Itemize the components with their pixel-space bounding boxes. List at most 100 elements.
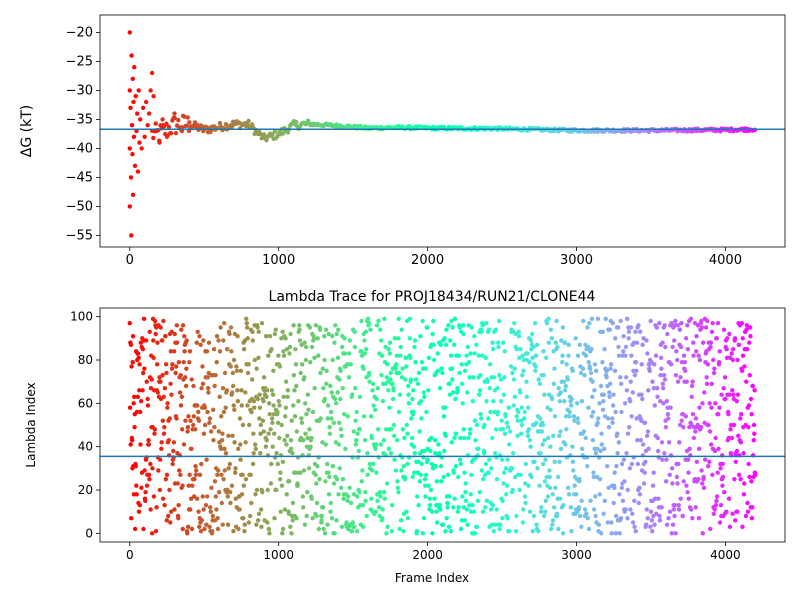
dg-point xyxy=(128,105,133,111)
lambda-point xyxy=(242,522,247,527)
lambda-point xyxy=(544,320,550,326)
lambda-point xyxy=(322,333,327,339)
lambda-point xyxy=(595,316,601,322)
lambda-point xyxy=(752,388,757,393)
lambda-point xyxy=(651,385,657,391)
lambda-point xyxy=(216,489,222,495)
lambda-point xyxy=(189,446,194,452)
lambda-point xyxy=(666,440,672,445)
lambda-point xyxy=(730,511,735,517)
lambda-point xyxy=(591,474,596,480)
lambda-point xyxy=(163,333,168,339)
lambda-point xyxy=(567,409,572,415)
lambda-point xyxy=(726,411,731,417)
lambda-point xyxy=(398,344,404,350)
lambda-point xyxy=(162,424,167,430)
lambda-point xyxy=(733,459,739,465)
lambda-point xyxy=(728,427,733,432)
lambda-point xyxy=(712,366,717,371)
lambda-point xyxy=(221,320,227,326)
dg-point xyxy=(173,130,179,136)
lambda-point xyxy=(444,515,449,521)
lambda-point xyxy=(603,316,608,322)
lambda-point xyxy=(324,381,329,387)
lambda-point xyxy=(491,375,497,380)
lambda-point xyxy=(196,418,202,423)
lambda-point xyxy=(526,405,531,410)
lambda-point xyxy=(653,353,659,358)
lambda-point xyxy=(296,398,301,404)
lambda-point xyxy=(428,448,433,454)
lambda-point xyxy=(457,457,463,462)
lambda-point xyxy=(461,331,466,337)
dg-panel: 0 1000 2000 3000 4000 −55−50−45−40−35−30−25−… xyxy=(19,14,786,268)
lambda-point xyxy=(446,524,452,530)
lambda-point xyxy=(164,518,169,523)
lambda-point xyxy=(533,353,539,358)
lambda-point xyxy=(398,353,403,358)
lambda-point xyxy=(162,385,168,391)
lambda-point xyxy=(553,340,558,345)
lambda-point xyxy=(340,476,346,482)
lambda-point xyxy=(371,403,376,408)
lambda-point xyxy=(491,398,496,404)
lambda-point xyxy=(677,422,683,428)
lambda-point xyxy=(403,364,409,369)
lambda-point xyxy=(586,405,591,410)
lambda-point xyxy=(511,403,516,408)
lambda-point xyxy=(247,422,252,428)
lambda-point xyxy=(623,344,629,350)
lambda-point xyxy=(609,531,614,536)
lambda-point xyxy=(164,370,169,376)
lambda-point xyxy=(520,353,525,358)
lambda-point xyxy=(272,431,277,436)
lambda-point xyxy=(678,496,683,501)
lambda-point xyxy=(395,437,400,443)
lambda-point xyxy=(517,355,522,361)
lambda-point xyxy=(350,520,356,525)
lambda-point xyxy=(495,385,500,391)
lambda-point xyxy=(199,385,204,391)
lambda-point xyxy=(514,414,519,419)
lambda-point xyxy=(565,377,571,382)
lambda-point xyxy=(498,522,503,527)
dg-point xyxy=(140,105,146,111)
lambda-point xyxy=(422,394,427,400)
lambda-point xyxy=(185,429,190,434)
lambda-point xyxy=(211,346,217,352)
y-tick-label: 60 xyxy=(78,396,93,410)
lambda-point xyxy=(593,450,599,456)
lambda-point xyxy=(622,401,628,406)
lambda-point xyxy=(168,509,174,514)
lambda-point xyxy=(740,336,745,341)
lambda-point xyxy=(744,346,750,352)
lambda-point xyxy=(332,531,337,536)
lambda-point xyxy=(484,320,489,326)
lambda-point xyxy=(722,375,728,380)
lambda-point xyxy=(613,513,619,519)
lambda-point xyxy=(561,502,566,508)
lambda-point xyxy=(619,409,624,415)
lambda-point xyxy=(176,502,181,508)
lambda-point xyxy=(607,327,613,332)
lambda-point xyxy=(222,468,227,473)
lambda-point xyxy=(578,370,584,376)
lambda-point xyxy=(476,392,482,397)
lambda-point xyxy=(339,344,345,350)
lambda-point xyxy=(419,461,424,467)
lambda-point xyxy=(129,437,135,443)
lambda-point xyxy=(461,427,466,432)
lambda-point xyxy=(505,457,510,462)
lambda-point xyxy=(182,375,188,380)
lambda-point xyxy=(542,392,547,397)
lambda-point xyxy=(277,435,282,441)
lambda-point xyxy=(557,433,562,439)
lambda-point xyxy=(144,483,150,488)
lambda-point xyxy=(518,390,523,395)
lambda-point xyxy=(442,405,448,410)
lambda-point xyxy=(548,407,553,413)
lambda-point xyxy=(626,329,632,335)
lambda-point xyxy=(332,340,337,345)
lambda-point xyxy=(604,368,610,374)
lambda-point xyxy=(697,446,702,452)
